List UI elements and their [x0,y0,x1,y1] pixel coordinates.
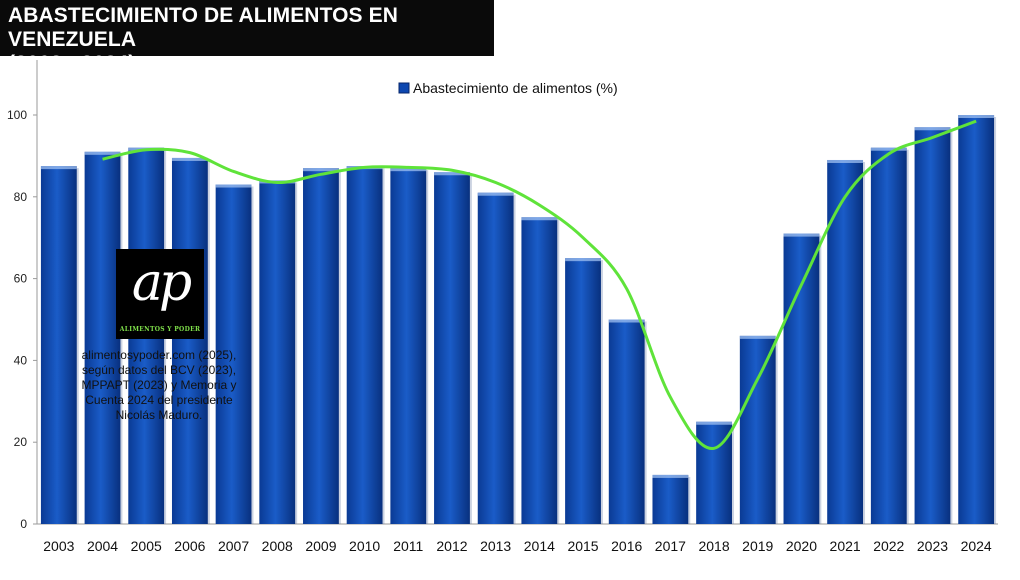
bar-highlight [608,319,645,323]
bar [40,166,77,524]
x-tick-label: 2020 [786,538,817,554]
bar-highlight [84,151,121,155]
x-tick-label: 2003 [43,538,74,554]
bar-highlight [477,192,514,196]
chart-title-line1: ABASTECIMIENTO DE ALIMENTOS EN VENEZUELA [8,4,398,51]
x-tick-label: 2010 [349,538,380,554]
bar-highlight [958,115,995,118]
legend-swatch [398,82,410,94]
bar [565,258,601,524]
bar [171,157,208,524]
bar-highlight [827,159,864,163]
source-note: alimentosypoder.com (2025), según datos … [81,348,237,422]
x-tick-label: 2023 [917,538,948,554]
bar-highlight [303,168,339,172]
y-tick-label: 20 [14,435,28,449]
bar [870,147,907,524]
x-tick-label: 2004 [87,538,118,554]
x-tick-label: 2018 [698,538,729,554]
bar [346,166,383,524]
bar-highlight [390,168,427,172]
trend-line [102,119,977,450]
bar-highlight [739,335,776,339]
x-tick-label: 2014 [524,538,555,554]
y-tick-label: 40 [14,353,28,367]
x-tick-label: 2012 [436,538,467,554]
x-tick-label: 2013 [480,538,511,554]
bar-highlight [434,172,470,176]
bar-highlight [215,184,252,188]
bar [477,192,514,524]
bar-highlight [652,474,689,478]
bar-highlight [696,421,732,425]
x-tick-label: 2016 [611,538,642,554]
bar-highlight [171,157,208,161]
bar [521,217,558,524]
x-tick-label: 2019 [742,538,773,554]
bar [914,127,951,525]
bar [259,180,296,524]
chart-title-line2: (2003 - 2024) [8,52,136,75]
y-tick-label: 80 [14,190,28,204]
y-tick-label: 60 [14,272,28,286]
x-tick-label: 2017 [655,538,686,554]
bar [390,168,427,525]
bar [652,474,689,524]
x-tick-label: 2011 [393,538,423,554]
bar-highlight [521,217,558,221]
y-tick-label: 0 [20,517,27,531]
legend-label: Abastecimiento de alimentos (%) [413,80,618,96]
bar-highlight [783,233,820,237]
x-tick-label: 2009 [305,538,336,554]
x-tick-label: 2007 [218,538,249,554]
x-tick-label: 2006 [174,538,205,554]
x-tick-label: 2022 [873,538,904,554]
bar [783,233,820,525]
alimentos-y-poder-logo: ap ALIMENTOS Y PODER [116,249,204,339]
y-tick-label: 100 [7,108,27,122]
bar [84,151,121,524]
bar [303,168,339,525]
bar [958,115,995,524]
x-tick-label: 2008 [262,538,293,554]
bar-highlight [914,127,951,131]
x-tick-label: 2005 [131,538,162,554]
bar [608,319,645,524]
logo-mark: ap [131,253,192,313]
chart-title-box: ABASTECIMIENTO DE ALIMENTOS EN VENEZUELA… [0,0,494,75]
bar [739,335,776,524]
bar-highlight [565,258,601,262]
logo-text: ALIMENTOS Y PODER [119,326,201,333]
bar [215,184,252,524]
x-tick-label: 2015 [567,538,598,554]
bar [434,172,470,524]
x-tick-label: 2021 [830,538,861,554]
bar [827,159,864,525]
bar-highlight [870,147,907,151]
bar-highlight [40,166,77,170]
x-tick-label: 2024 [961,538,992,554]
